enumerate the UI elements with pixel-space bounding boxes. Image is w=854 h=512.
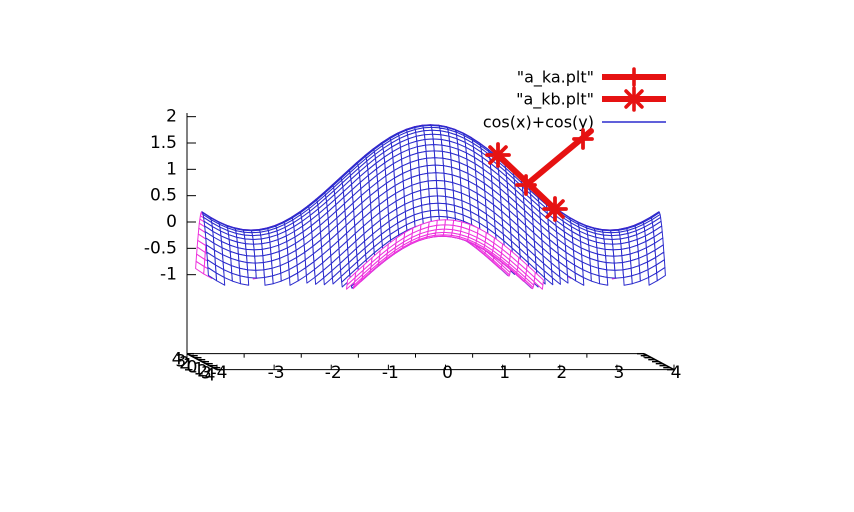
mesh-quad [428, 195, 439, 205]
y-tick-label-jumbled: 2 [179, 354, 190, 374]
data-series [485, 128, 594, 222]
mesh-quad [425, 150, 436, 159]
series-marker-asterisk [542, 196, 568, 222]
mesh-quad [435, 172, 446, 182]
mesh-quad [623, 275, 633, 286]
mesh-quad [247, 269, 257, 279]
legend: "a_ka.plt""a_kb.plt" cos(x)+cos(y) [483, 67, 666, 132]
mesh-quad [558, 269, 569, 284]
mesh-quad [598, 275, 609, 286]
y-tick-label-jumbled: 4 [172, 350, 183, 370]
mesh-quad [613, 262, 624, 271]
x-tick-label: 3 [613, 363, 624, 383]
z-tick-label: -1 [160, 265, 177, 285]
y-tick-label-jumbled: 0 [187, 358, 198, 378]
mesh-quad [253, 248, 264, 257]
x-tick-label: 4 [671, 363, 682, 383]
legend-marker-asterisk [621, 86, 647, 112]
mesh-quad [255, 269, 265, 279]
x-tick-label: -3 [268, 363, 285, 383]
x-tick-label: -2 [325, 363, 342, 383]
legend-label: cos(x)+cos(y) [483, 113, 594, 132]
y-tick-label-jumbled: -4 [199, 366, 216, 386]
mesh-quad [612, 248, 623, 257]
mesh-quad [435, 180, 446, 190]
mesh-quad [574, 272, 585, 286]
mesh-quad [614, 269, 625, 279]
legend-label: "a_kb.plt" [516, 90, 594, 110]
mesh-quad [433, 144, 443, 152]
series-line-a_kb.plt [495, 152, 558, 212]
y-tick-label-jumbled: 1 [183, 356, 194, 376]
series-marker-plus [572, 128, 594, 150]
mesh-quad [428, 187, 438, 197]
mesh-quad [543, 270, 554, 286]
mesh-quad [428, 219, 438, 228]
legend-marker-plus [624, 67, 644, 87]
z-tick-label: 0 [166, 212, 177, 232]
z-tick-label: 1 [166, 159, 177, 179]
mesh-quad [534, 272, 544, 286]
mesh-quad [426, 164, 437, 174]
mesh-quad [429, 209, 440, 218]
mesh-quad [444, 219, 455, 226]
mesh-quad [264, 275, 274, 286]
x-tick-label: -1 [382, 363, 399, 383]
x-tick-label: 0 [442, 363, 453, 383]
mesh-quad [605, 262, 616, 271]
mesh-quad [427, 172, 437, 182]
series-marker-asterisk [485, 142, 511, 168]
mesh-quad [433, 150, 444, 159]
mesh-quad [239, 275, 250, 286]
mesh-quad [613, 255, 623, 264]
mesh-quad [425, 144, 435, 152]
axis-labels: 21.510.50-0.5-1-4 -3 -2 -1 0 1 2 3 443210-1-2-3-… [144, 107, 682, 386]
z-tick-label: 0.5 [150, 186, 177, 206]
x-tick-label: 2 [556, 363, 567, 383]
y-tick-label-jumbled: -3 [195, 364, 212, 384]
plot-axes [186, 113, 675, 371]
mesh-quad [254, 262, 265, 271]
x-tick-label: -4 [211, 363, 228, 383]
mesh-quad [429, 202, 439, 212]
mesh-quad [434, 157, 444, 167]
mesh-quad [436, 219, 446, 226]
mesh-quad [427, 180, 438, 190]
x-tick-label: 1 [499, 363, 510, 383]
y-tick-label-jumbled: 3 [175, 352, 186, 372]
mesh-quad [604, 248, 615, 257]
mesh-quad [436, 187, 447, 197]
legend-label: "a_ka.plt" [517, 68, 594, 88]
mesh-quad [606, 269, 616, 279]
surface-mesh [195, 124, 666, 290]
mesh-quad [437, 202, 448, 212]
mesh-quad [656, 267, 666, 282]
z-tick-label: -0.5 [144, 238, 177, 258]
mesh-quad [245, 248, 256, 257]
y-tick-label-jumbled: -1 [187, 360, 204, 380]
mesh-quad [437, 195, 447, 205]
mesh-quad [434, 164, 445, 174]
mesh-quad [551, 270, 561, 285]
mesh-quad [426, 157, 436, 167]
mesh-quad [254, 255, 264, 264]
mesh-quad [605, 255, 615, 264]
z-tick-label: 1.5 [150, 133, 177, 153]
z-tick-label: 2 [166, 107, 177, 127]
mesh-quad [215, 272, 226, 286]
mesh-quad [452, 219, 463, 228]
mesh-quad [246, 262, 257, 271]
y-tick-label-jumbled: -2 [191, 362, 208, 382]
mesh-quad [246, 255, 256, 264]
